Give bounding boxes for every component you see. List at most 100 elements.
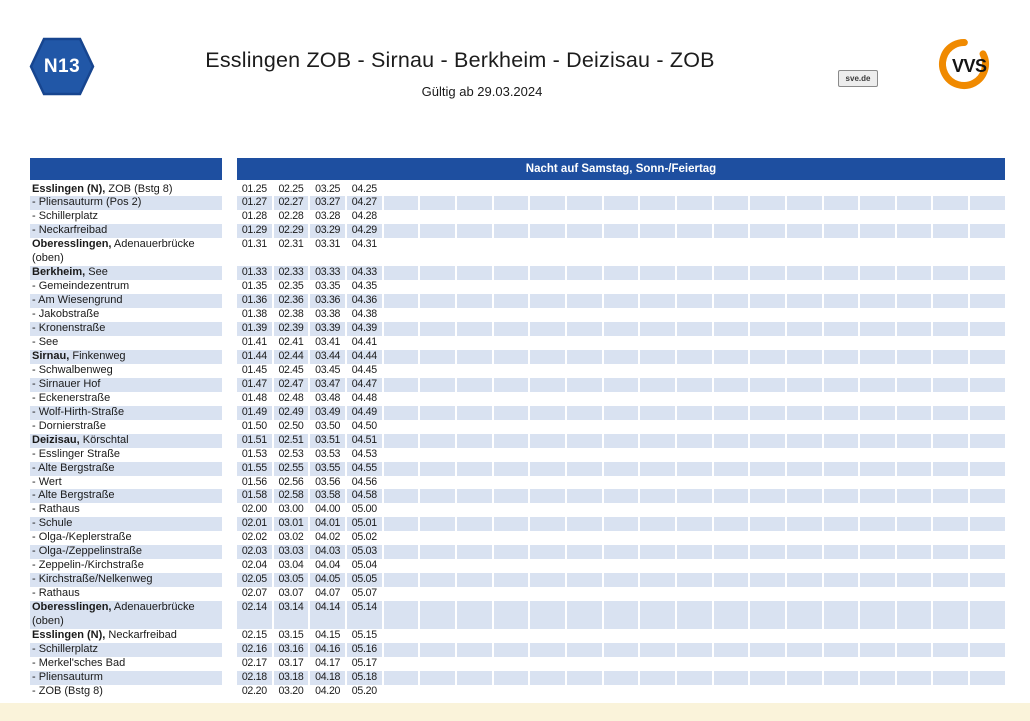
time-cell (420, 489, 455, 504)
time-cell: 02.16 (237, 642, 272, 657)
service-period-header: Nacht auf Samstag, Sonn-/Feiertag (237, 158, 1005, 180)
time-cell (384, 183, 419, 197)
time-cell (786, 642, 822, 657)
time-cell (786, 601, 822, 629)
time-cell (860, 196, 895, 211)
time-cell (640, 503, 675, 517)
time-cell: 01.58 (237, 489, 272, 504)
time-cell (786, 433, 822, 448)
stop-name: - Rathaus (32, 587, 80, 600)
time-cell (676, 461, 712, 476)
time-cell (530, 685, 565, 699)
time-cell (970, 405, 1005, 420)
time-cell (677, 685, 712, 699)
time-cell (457, 657, 492, 671)
stop-name: - Eckenerstraße (32, 391, 111, 404)
time-cell (640, 196, 675, 211)
time-cell (896, 545, 932, 560)
time-cell (970, 657, 1005, 671)
time-cell (457, 336, 492, 350)
timetable-row: - See 01.41 02.41 03.41 04.41 (30, 336, 1005, 350)
time-cell: 02.53 (278, 447, 304, 460)
time-cell: 05.17 (351, 656, 377, 669)
time-grid: 01.25 02.25 03.25 04.25 (237, 183, 1005, 197)
time-cell: 03.38 (315, 308, 341, 321)
time-cell: 03.28 (315, 210, 341, 223)
time-cell: 03.41 (315, 335, 341, 348)
time-cell (824, 210, 859, 224)
time-cell (676, 601, 712, 629)
time-cell (384, 559, 419, 573)
timetable-row: - Merkel'sches Bad 02.17 03.17 04.17 05.17 (30, 657, 1005, 671)
timetable-row: - Jakobstraße 01.38 02.38 03.38 04.38 (30, 308, 1005, 322)
time-cell (640, 280, 675, 294)
time-cell (824, 503, 859, 517)
time-cell (787, 629, 822, 643)
time-cell: 04.38 (351, 308, 377, 321)
time-cell: 01.51 (237, 433, 272, 448)
title-block: Esslingen ZOB - Sirnau - Berkheim - Deiz… (140, 48, 780, 99)
time-cell: 02.47 (273, 377, 309, 392)
time-cell (383, 322, 419, 336)
time-cell: 04.05 (310, 573, 345, 588)
time-cell (604, 531, 639, 545)
time-cell (530, 377, 565, 392)
time-cell (860, 476, 895, 490)
vvs-wordmark: VVS (952, 56, 987, 76)
time-cell (896, 573, 932, 588)
time-cell: 03.56 (315, 475, 341, 488)
time-cell (860, 573, 895, 588)
time-cell (933, 238, 968, 266)
time-cell (603, 601, 639, 629)
time-cell (713, 433, 749, 448)
time-cell (384, 587, 419, 601)
time-cell (567, 629, 602, 643)
time-cell (933, 476, 968, 490)
stop-name: - Pliensauturm (30, 670, 222, 685)
time-cell (824, 420, 859, 434)
time-cell (493, 377, 529, 392)
time-cell (383, 433, 419, 448)
time-cell: 02.41 (278, 335, 304, 348)
timetable-row: - Olga-/Keplerstraße 02.02 03.02 04.02 05.02 (30, 531, 1005, 545)
time-cell (493, 405, 529, 420)
time-cell (970, 349, 1005, 364)
time-cell (530, 405, 565, 420)
time-grid: 02.16 03.16 04.16 05.16 (237, 642, 1005, 657)
stop-name: - Wolf-Hirth-Straße (30, 405, 222, 420)
time-cell (676, 642, 712, 657)
time-cell (456, 405, 492, 420)
time-cell (420, 559, 455, 573)
time-cell (420, 405, 455, 420)
time-cell (604, 280, 639, 294)
time-cell (567, 503, 602, 517)
time-cell (420, 420, 455, 434)
time-cell (604, 448, 639, 462)
timetable-row: - Pliensauturm 02.18 03.18 04.18 05.18 (30, 670, 1005, 685)
time-cell (384, 503, 419, 517)
time-cell (786, 266, 822, 281)
time-cell (750, 196, 785, 211)
stop-name: - Wert (32, 475, 62, 488)
time-cell: 03.01 (273, 517, 309, 532)
time-cell (714, 657, 749, 671)
time-cell (860, 517, 895, 532)
time-cell (824, 448, 859, 462)
time-cell: 05.04 (351, 559, 377, 572)
time-cell (750, 489, 785, 504)
time-cell (750, 601, 785, 629)
time-cell (530, 531, 565, 545)
stop-name: - Merkel'sches Bad (32, 656, 126, 669)
time-cell: 03.25 (315, 182, 341, 195)
time-cell: 03.33 (310, 266, 345, 281)
time-cell (823, 224, 859, 239)
time-cell (677, 336, 712, 350)
time-cell (896, 224, 932, 239)
time-cell (384, 657, 419, 671)
time-cell: 02.05 (237, 573, 272, 588)
time-cell (493, 294, 529, 309)
time-cell (530, 448, 565, 462)
time-cell (750, 531, 785, 545)
time-cell: 02.18 (237, 670, 272, 685)
time-cell (383, 196, 419, 211)
